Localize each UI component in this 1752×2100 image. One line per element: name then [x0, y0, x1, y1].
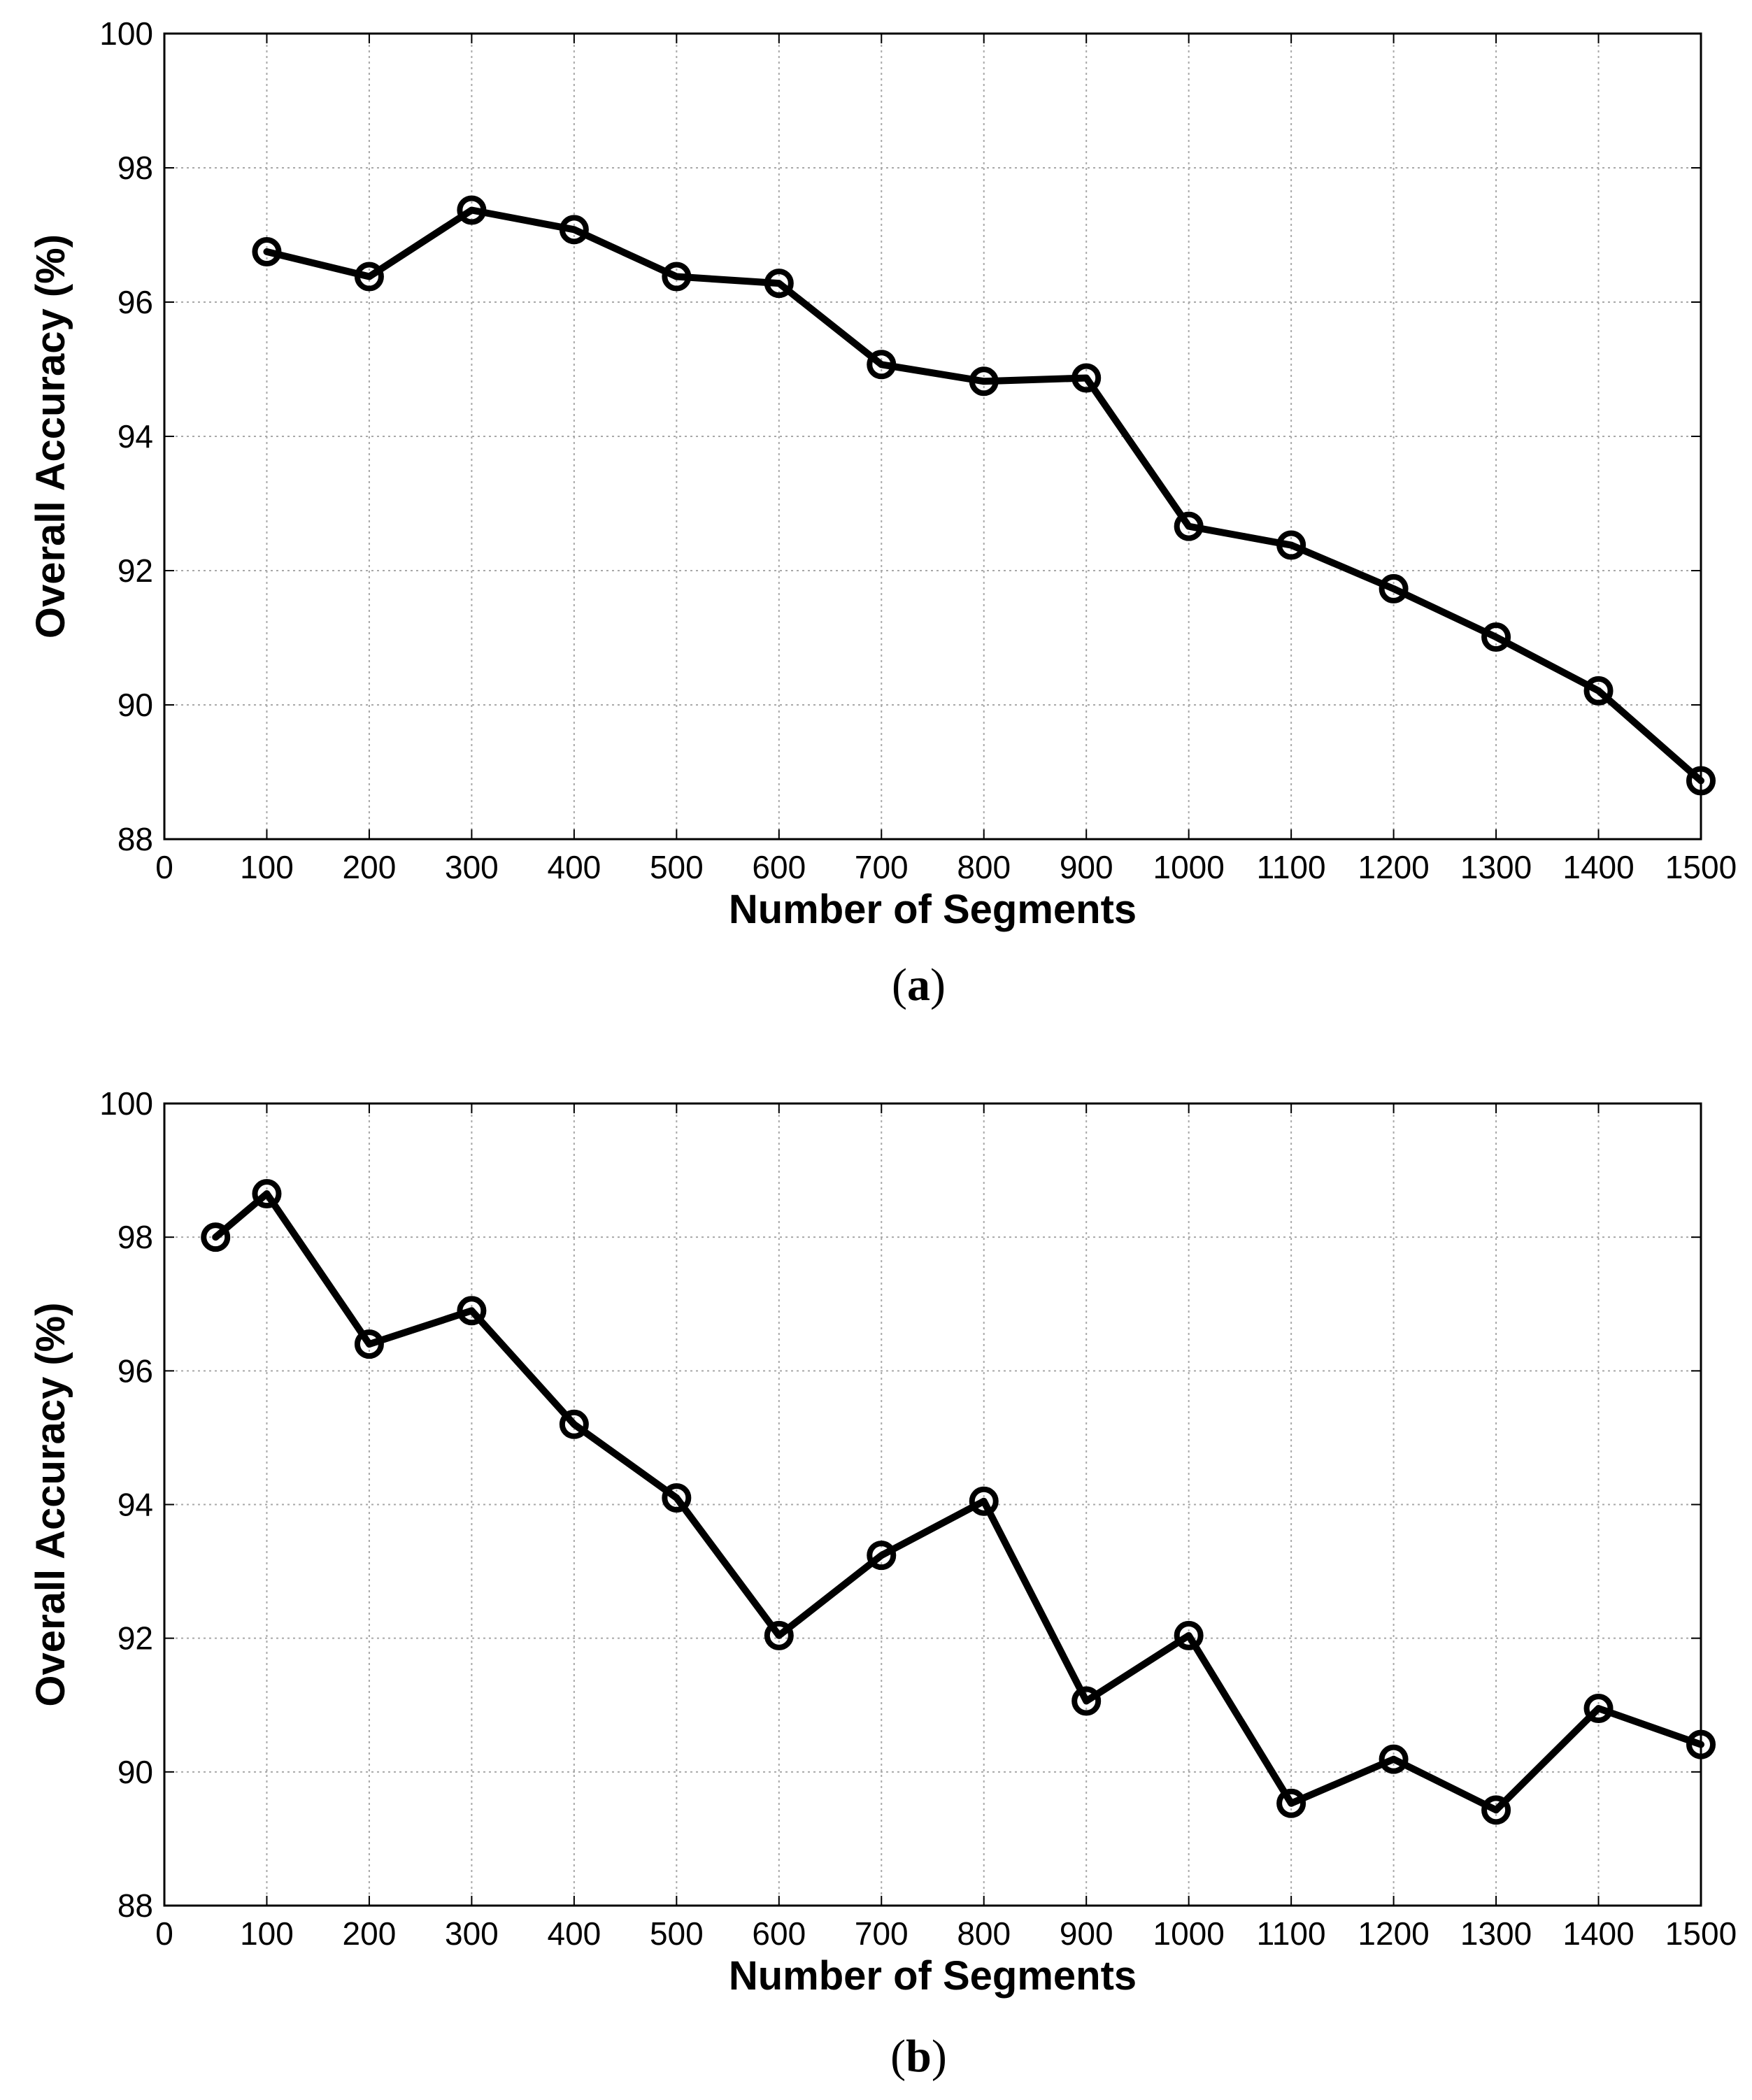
x-tick-label: 200: [343, 1915, 397, 1952]
x-tick-label: 1000: [1153, 1915, 1224, 1952]
data-point: [201, 1222, 231, 1252]
data-point: [1174, 511, 1204, 541]
y-axis-title: Overall Accuracy (%): [28, 1302, 73, 1706]
data-point: [1583, 1694, 1614, 1724]
x-tick-label: 600: [752, 849, 806, 885]
data-point: [1174, 1620, 1204, 1650]
chart-b: 0 100 200 300 400 500 600 700 800 900 1000 1100 1200…: [28, 1085, 1737, 2082]
y-tick-label: 92: [117, 1620, 153, 1657]
caption: (b): [890, 2031, 947, 2082]
x-tick-label: 700: [855, 849, 909, 885]
data-point: [559, 215, 589, 245]
x-tick-label: 1300: [1460, 1915, 1532, 1952]
data-point: [1379, 1744, 1409, 1774]
data-point: [662, 1483, 692, 1513]
x-tick-label: 200: [343, 849, 397, 885]
y-tick-label: 100: [99, 1085, 153, 1122]
data-point: [1481, 1795, 1511, 1825]
x-tick-label: 800: [957, 1915, 1011, 1952]
y-tick-label: 94: [117, 1487, 153, 1523]
x-tick-label: 600: [752, 1915, 806, 1952]
data-point: [1583, 676, 1614, 706]
data-point: [1071, 363, 1102, 393]
y-tick-label: 94: [117, 418, 153, 455]
y-tick-label: 100: [99, 15, 153, 52]
x-tick-label: 700: [855, 1915, 909, 1952]
series-line: [263, 206, 1704, 785]
data-point: [559, 1409, 589, 1439]
x-tick-label: 1100: [1257, 1915, 1326, 1952]
x-tick-label: 100: [240, 1915, 294, 1952]
x-tick-label: 1500: [1665, 849, 1737, 885]
data-point: [457, 195, 487, 225]
x-axis-title: Number of Segments: [729, 887, 1137, 932]
x-tick-label: 0: [155, 1915, 173, 1952]
data-point: [1686, 766, 1716, 796]
caption-letter: b: [906, 2031, 932, 2082]
y-tick-label: 96: [117, 1352, 153, 1389]
x-tick-label: 300: [445, 1915, 499, 1952]
data-point: [252, 1179, 282, 1209]
data-point: [1276, 1788, 1306, 1818]
x-tick-label: 800: [957, 849, 1011, 885]
x-tick-label: 900: [1060, 1915, 1113, 1952]
x-tick-label: 300: [445, 849, 499, 885]
x-axis-title: Number of Segments: [729, 1953, 1137, 1999]
y-axis-title: Overall Accuracy (%): [28, 234, 73, 638]
y-tick-label: 98: [117, 1219, 153, 1255]
x-tick-label: 1300: [1460, 849, 1532, 885]
chart-a: 0 100 200 300 400 500 600 700 800 900 1000 1100 1200…: [28, 15, 1737, 1010]
data-point: [969, 366, 999, 397]
data-point: [1276, 530, 1306, 560]
y-tick-label: 88: [117, 1887, 153, 1924]
x-tick-label: 1000: [1153, 849, 1224, 885]
x-tick-label: 1200: [1358, 849, 1429, 885]
data-point: [1379, 573, 1409, 603]
data-point: [1686, 1729, 1716, 1759]
x-tick-label: 400: [547, 849, 601, 885]
series-line: [212, 1190, 1704, 1814]
data-point: [764, 269, 794, 299]
x-tick-label: 1400: [1562, 1915, 1634, 1952]
x-tick-label: 100: [240, 849, 294, 885]
y-tick-label: 92: [117, 552, 153, 589]
data-point: [969, 1486, 999, 1516]
data-point: [764, 1620, 794, 1650]
data-point: [354, 262, 384, 292]
x-tick-label: 1100: [1257, 849, 1326, 885]
x-tick-label: 900: [1060, 849, 1113, 885]
y-tick-label: 90: [117, 1754, 153, 1790]
data-point: [1481, 622, 1511, 652]
x-tick-label: 500: [650, 1915, 704, 1952]
data-point: [252, 237, 282, 266]
x-tick-label: 1500: [1665, 1915, 1737, 1952]
y-tick-label: 90: [117, 687, 153, 723]
y-tick-label: 96: [117, 284, 153, 320]
caption: (a): [892, 959, 946, 1010]
x-tick-label: 500: [650, 849, 704, 885]
data-point: [867, 350, 897, 380]
data-point: [457, 1296, 487, 1326]
x-tick-label: 400: [547, 1915, 601, 1952]
x-tick-label: 1200: [1358, 1915, 1429, 1952]
data-point: [354, 1329, 384, 1359]
data-point: [867, 1541, 897, 1571]
caption-letter: a: [907, 959, 930, 1010]
x-tick-label: 1400: [1562, 849, 1634, 885]
x-tick-label: 0: [155, 849, 173, 885]
data-point: [1071, 1686, 1102, 1716]
y-tick-label: 88: [117, 821, 153, 857]
y-tick-label: 98: [117, 150, 153, 186]
data-point: [662, 262, 692, 292]
